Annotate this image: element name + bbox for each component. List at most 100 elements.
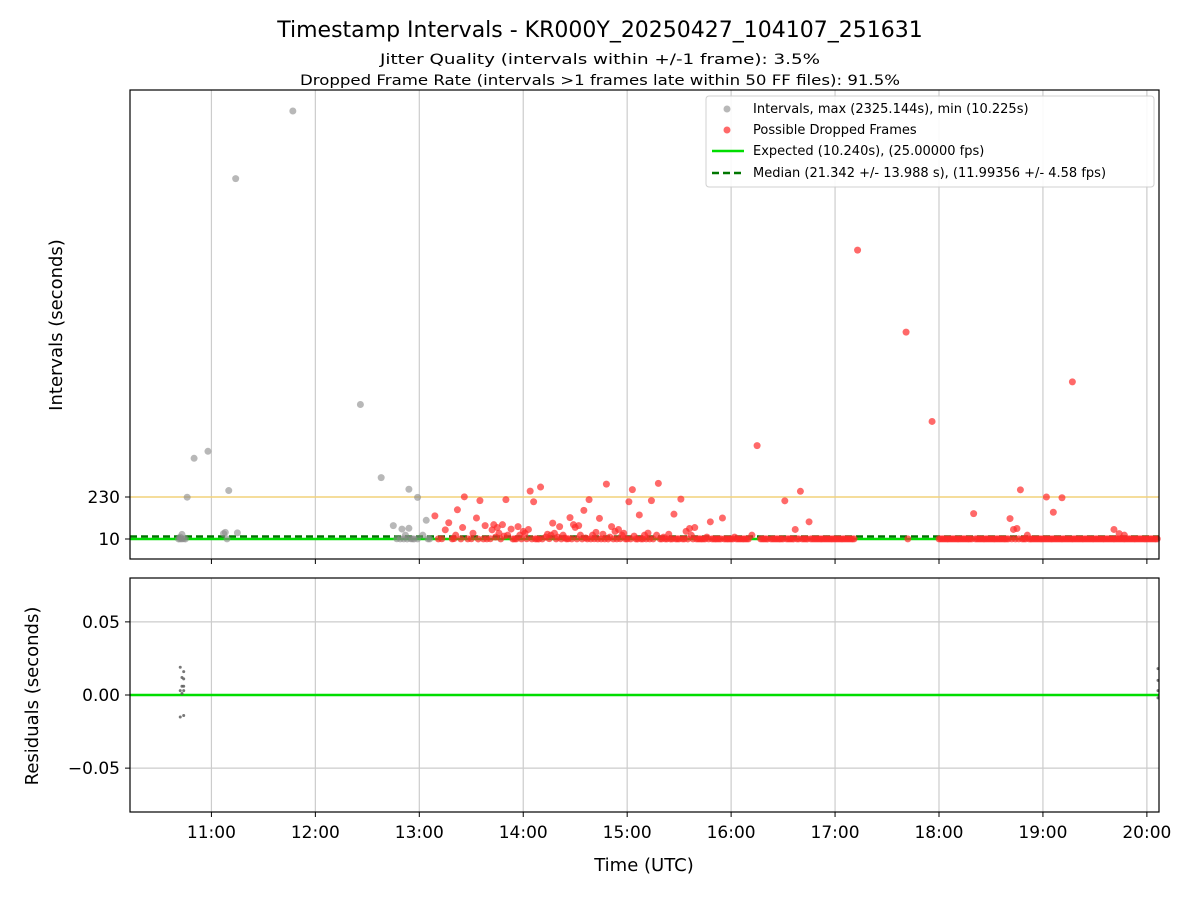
dropped-frame-point — [472, 514, 480, 522]
x-tick-label: 14:00 — [499, 823, 548, 843]
interval-point — [356, 401, 364, 409]
x-tick-label: 11:00 — [187, 823, 236, 843]
residual-point — [182, 677, 186, 681]
dropped-frame-point — [452, 531, 460, 539]
dropped-frame-point — [904, 535, 912, 543]
dropped-frame-point — [796, 487, 804, 495]
chart-subtitle-line-2: Dropped Frame Rate (intervals >1 frames … — [300, 73, 900, 89]
x-tick-label: 18:00 — [914, 823, 963, 843]
legend-item-expected: Expected (10.240s), (25.00000 fps) — [753, 144, 984, 159]
interval-point — [405, 485, 413, 493]
residual-point — [178, 715, 182, 719]
legend-red-marker — [723, 126, 731, 134]
dropped-frame-point — [625, 498, 633, 506]
dropped-frame-point — [1153, 535, 1161, 543]
dropped-frame-point — [467, 535, 475, 543]
top-plot-interval-points — [175, 107, 434, 543]
dropped-frame-point — [474, 535, 482, 543]
dropped-frame-point — [670, 510, 678, 518]
dropped-frame-point — [928, 417, 936, 425]
dropped-frame-point — [592, 528, 600, 536]
dropped-frame-point — [791, 525, 799, 533]
interval-point — [414, 493, 422, 501]
interval-point — [204, 447, 212, 455]
dropped-frame-point — [580, 506, 588, 514]
dropped-frame-point — [504, 531, 512, 539]
dropped-frame-point — [537, 483, 545, 491]
dropped-frame-point — [1016, 486, 1024, 494]
top-y-tick-label: 10 — [98, 530, 120, 550]
dropped-frame-point — [1120, 531, 1128, 539]
interval-point — [225, 487, 233, 495]
top-plot-frame — [129, 89, 1160, 560]
dropped-frame-point — [566, 514, 574, 522]
dropped-frame-point — [686, 525, 694, 532]
dropped-frame-point — [644, 529, 652, 537]
interval-point — [398, 525, 406, 533]
interval-point — [405, 524, 413, 532]
dropped-frame-point — [502, 496, 510, 504]
dropped-frame-point — [706, 518, 714, 526]
interval-point — [414, 535, 422, 543]
dropped-frame-point — [514, 523, 522, 531]
interval-point — [377, 474, 385, 482]
bottom-y-tick-label: 0.05 — [82, 613, 120, 633]
x-tick-label: 13:00 — [395, 823, 444, 843]
residual-point — [182, 689, 186, 693]
dropped-frame-point — [457, 535, 465, 543]
residual-point — [182, 670, 186, 674]
legend-box — [705, 95, 1155, 188]
dropped-frame-point — [654, 479, 662, 487]
top-plot-x-ticks — [210, 559, 1148, 564]
interval-point — [419, 531, 427, 539]
interval-point — [223, 535, 231, 543]
dropped-frame-point — [854, 246, 862, 254]
x-tick-label: 20:00 — [1122, 823, 1171, 843]
dropped-frame-point — [902, 328, 910, 336]
bottom-plot-y-ticks: −0.05 0.00 0.05 — [68, 613, 130, 779]
legend-item-median: Median (21.342 +/- 13.988 s), (11.99356 … — [753, 166, 1106, 181]
dropped-frame-point — [850, 535, 858, 543]
interval-point — [289, 107, 297, 115]
dropped-frame-point — [585, 496, 593, 504]
bottom-y-tick-label: 0.00 — [82, 686, 120, 706]
dropped-frame-point — [1058, 494, 1066, 502]
dropped-frame-point — [1110, 525, 1118, 533]
interval-point — [183, 493, 191, 501]
legend-item-intervals: Intervals, max (2325.144s), min (10.225s… — [753, 102, 1029, 117]
dropped-frame-point — [441, 526, 449, 534]
residual-point — [178, 665, 182, 669]
dropped-frame-point — [556, 523, 564, 531]
dropped-frame-point — [635, 511, 643, 519]
bottom-plot-ylabel: Residuals (seconds) — [22, 607, 43, 786]
dropped-frame-point — [469, 529, 477, 537]
dropped-frame-point — [476, 497, 484, 505]
dropped-frame-point — [620, 529, 628, 537]
dropped-frame-point — [602, 480, 610, 488]
dropped-frame-point — [595, 514, 603, 522]
dropped-frame-point — [530, 498, 538, 506]
bottom-plot-xlabel: Time (UTC) — [593, 855, 694, 876]
dropped-frame-point — [970, 510, 978, 518]
dropped-frame-point — [493, 524, 501, 532]
interval-point — [422, 516, 430, 524]
top-y-tick-label: 230 — [88, 488, 120, 508]
dropped-frame-point — [498, 521, 506, 529]
dropped-frame-point — [518, 535, 526, 543]
dropped-frame-point — [459, 524, 467, 532]
interval-point — [190, 454, 198, 462]
interval-point — [181, 535, 189, 543]
top-plot-y-ticks: 10 230 — [88, 488, 130, 550]
residual-point — [182, 713, 186, 717]
dropped-frame-point — [1013, 525, 1021, 532]
interval-point — [233, 529, 241, 537]
legend: Intervals, max (2325.144s), min (10.225s… — [705, 95, 1155, 188]
dropped-frame-point — [647, 497, 655, 505]
dropped-frame-point — [568, 535, 576, 543]
dropped-frame-point — [1049, 508, 1057, 516]
x-tick-label: 15:00 — [603, 823, 652, 843]
dropped-frame-point — [718, 514, 726, 522]
dropped-frame-point — [453, 506, 461, 514]
